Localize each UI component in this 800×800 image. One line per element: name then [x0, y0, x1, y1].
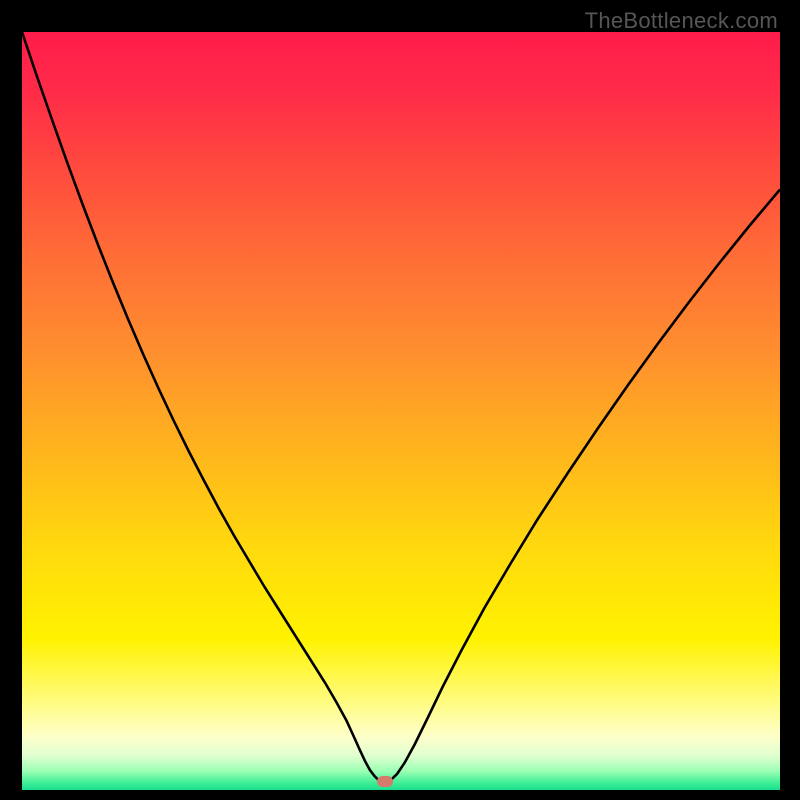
bottleneck-curve — [22, 32, 780, 782]
minimum-marker — [377, 776, 393, 787]
chart-area — [22, 32, 780, 782]
watermark-text: TheBottleneck.com — [585, 8, 778, 34]
